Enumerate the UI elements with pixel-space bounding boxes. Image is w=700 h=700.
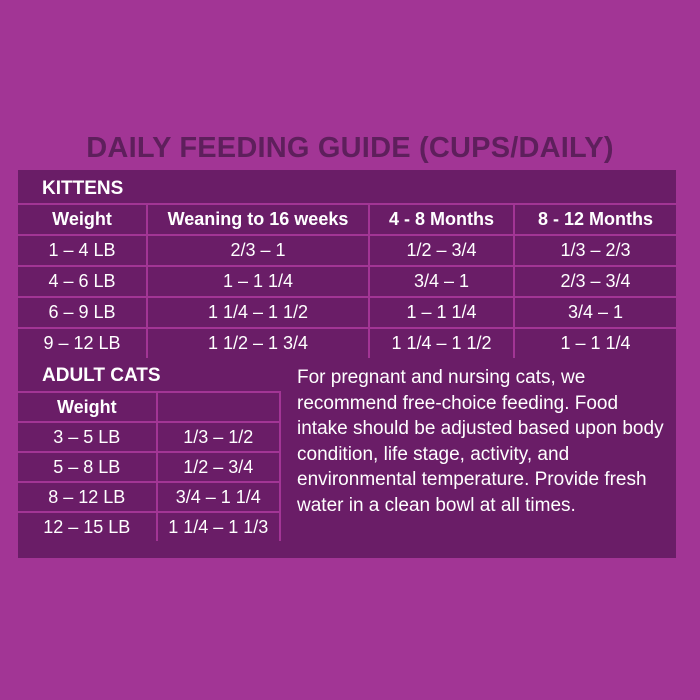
table-row: 1 – 4 LB 2/3 – 1 1/2 – 3/4 1/3 – 2/3: [18, 234, 676, 267]
table-cell: 3/4 – 1 1/4: [155, 481, 282, 513]
table-row: 5 – 8 LB 1/2 – 3/4: [18, 451, 282, 483]
table-cell: 2/3 – 3/4: [513, 265, 676, 298]
table-cell: 1 1/4 – 1 1/3: [155, 511, 282, 541]
feeding-guide-title: DAILY FEEDING GUIDE (CUPS/DAILY): [86, 132, 614, 164]
adult-cats-section-label: ADULT CATS: [42, 365, 161, 386]
adult-cats-table: Weight 3 – 5 LB 1/3 – 1/2 5 – 8 LB 1/2 –…: [18, 391, 282, 541]
table-row: 6 – 9 LB 1 1/4 – 1 1/2 1 – 1 1/4 3/4 – 1: [18, 296, 676, 329]
column-header-amount: [155, 391, 282, 423]
table-cell: 12 – 15 LB: [18, 511, 158, 541]
table-cell: 1 – 1 1/4: [146, 265, 370, 298]
table-cell: 1 – 1 1/4: [513, 327, 676, 358]
table-cell: 1 1/2 – 1 3/4: [146, 327, 370, 358]
table-cell: 1 1/4 – 1 1/2: [368, 327, 515, 358]
column-header-8-12-months: 8 - 12 Months: [513, 203, 676, 236]
table-cell: 3/4 – 1: [513, 296, 676, 329]
table-cell: 8 – 12 LB: [18, 481, 158, 513]
table-cell: 1/2 – 3/4: [155, 451, 282, 483]
table-cell: 1 – 1 1/4: [368, 296, 515, 329]
column-header-4-8-months: 4 - 8 Months: [368, 203, 515, 236]
table-row: 12 – 15 LB 1 1/4 – 1 1/3: [18, 511, 282, 541]
table-cell: 9 – 12 LB: [18, 327, 148, 358]
kittens-table: Weight Weaning to 16 weeks 4 - 8 Months …: [18, 203, 676, 358]
table-cell: 3/4 – 1: [368, 265, 515, 298]
column-header-weight: Weight: [18, 391, 158, 423]
table-cell: 5 – 8 LB: [18, 451, 158, 483]
table-cell: 4 – 6 LB: [18, 265, 148, 298]
table-cell: 1 1/4 – 1 1/2: [146, 296, 370, 329]
table-cell: 1 – 4 LB: [18, 234, 148, 267]
table-row: 4 – 6 LB 1 – 1 1/4 3/4 – 1 2/3 – 3/4: [18, 265, 676, 298]
column-header-weaning: Weaning to 16 weeks: [146, 203, 370, 236]
table-cell: 1/3 – 2/3: [513, 234, 676, 267]
table-cell: 6 – 9 LB: [18, 296, 148, 329]
feeding-note-text: For pregnant and nursing cats, we recomm…: [297, 367, 664, 516]
adult-header-row: Weight: [18, 391, 282, 423]
table-cell: 3 – 5 LB: [18, 421, 158, 453]
table-row: 3 – 5 LB 1/3 – 1/2: [18, 421, 282, 453]
table-cell: 2/3 – 1: [146, 234, 370, 267]
table-row: 8 – 12 LB 3/4 – 1 1/4: [18, 481, 282, 513]
table-row: 9 – 12 LB 1 1/2 – 1 3/4 1 1/4 – 1 1/2 1 …: [18, 327, 676, 358]
table-cell: 1/2 – 3/4: [368, 234, 515, 267]
kittens-section-label: KITTENS: [42, 178, 124, 199]
table-cell: 1/3 – 1/2: [155, 421, 282, 453]
column-header-weight: Weight: [18, 203, 148, 236]
kittens-header-row: Weight Weaning to 16 weeks 4 - 8 Months …: [18, 203, 676, 236]
